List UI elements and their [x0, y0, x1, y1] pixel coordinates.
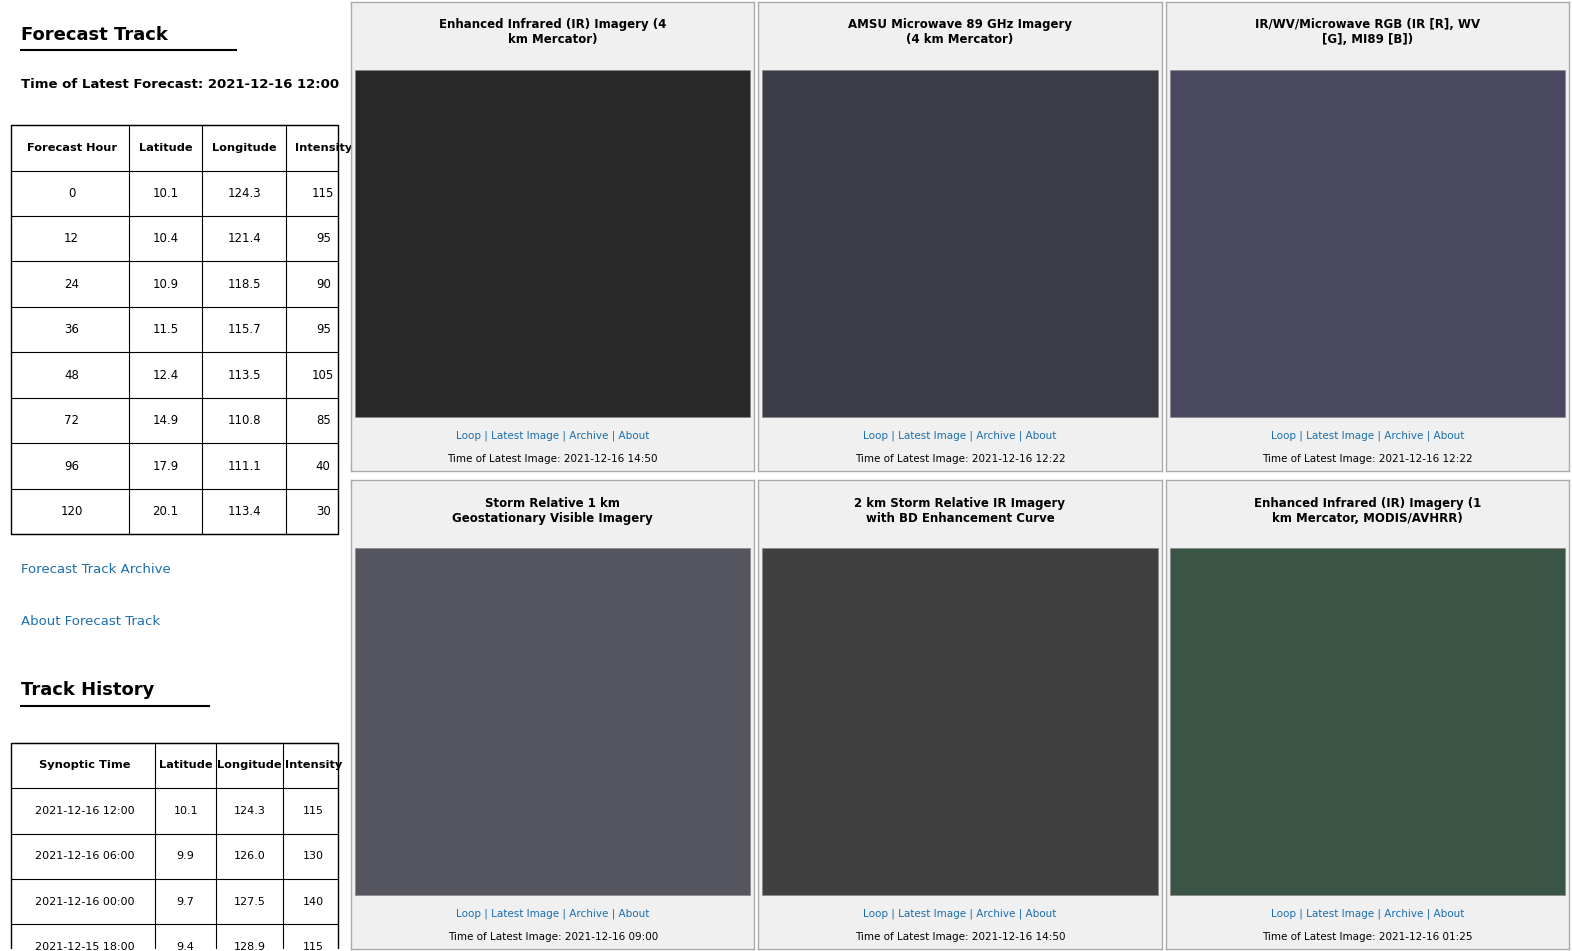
Text: Time of Latest Image: 2021-12-16 01:25: Time of Latest Image: 2021-12-16 01:25: [1262, 932, 1473, 942]
Text: 9.7: 9.7: [176, 897, 195, 906]
Text: 130: 130: [303, 851, 324, 862]
Text: Time of Latest Image: 2021-12-16 12:22: Time of Latest Image: 2021-12-16 12:22: [1262, 454, 1473, 464]
FancyBboxPatch shape: [355, 69, 750, 417]
Text: 9.9: 9.9: [176, 851, 195, 862]
Text: Forecast Hour: Forecast Hour: [27, 143, 116, 153]
Text: 24: 24: [64, 278, 79, 291]
Text: Longitude: Longitude: [217, 761, 281, 770]
Text: Loop | Latest Image | Archive | About: Loop | Latest Image | Archive | About: [456, 431, 649, 441]
Text: 72: 72: [64, 414, 79, 427]
Text: 17.9: 17.9: [152, 459, 179, 473]
Text: Track History: Track History: [22, 681, 154, 699]
Text: Storm Relative 1 km
Geostationary Visible Imagery: Storm Relative 1 km Geostationary Visibl…: [453, 496, 652, 525]
Text: 40: 40: [316, 459, 330, 473]
Text: 127.5: 127.5: [234, 897, 266, 906]
Text: 110.8: 110.8: [228, 414, 261, 427]
Text: 90: 90: [316, 278, 330, 291]
Text: Time of Latest Image: 2021-12-16 09:00: Time of Latest Image: 2021-12-16 09:00: [448, 932, 657, 942]
Text: 113.5: 113.5: [228, 369, 261, 381]
Text: Forecast Track: Forecast Track: [22, 26, 168, 44]
Text: AMSU Microwave 89 GHz Imagery
(4 km Mercator): AMSU Microwave 89 GHz Imagery (4 km Merc…: [847, 18, 1072, 47]
Text: Loop | Latest Image | Archive | About: Loop | Latest Image | Archive | About: [863, 908, 1056, 920]
Text: Loop | Latest Image | Archive | About: Loop | Latest Image | Archive | About: [863, 431, 1056, 441]
Text: Loop | Latest Image | Archive | About: Loop | Latest Image | Archive | About: [1270, 431, 1464, 441]
Text: Intensity: Intensity: [294, 143, 352, 153]
Text: Enhanced Infrared (IR) Imagery (1
km Mercator, MODIS/AVHRR): Enhanced Infrared (IR) Imagery (1 km Mer…: [1253, 496, 1481, 525]
Text: 124.3: 124.3: [228, 186, 261, 200]
Text: About Forecast Track: About Forecast Track: [22, 614, 160, 628]
FancyBboxPatch shape: [11, 125, 338, 534]
Text: Forecast Track Archive: Forecast Track Archive: [22, 563, 171, 575]
Text: 2021-12-16 00:00: 2021-12-16 00:00: [35, 897, 135, 906]
FancyBboxPatch shape: [762, 548, 1157, 895]
Text: 10.1: 10.1: [173, 805, 198, 816]
Text: 128.9: 128.9: [233, 942, 266, 951]
Text: Latitude: Latitude: [138, 143, 192, 153]
FancyBboxPatch shape: [355, 548, 750, 895]
Text: 85: 85: [316, 414, 330, 427]
Text: 9.4: 9.4: [176, 942, 195, 951]
Text: 11.5: 11.5: [152, 323, 179, 336]
Text: 113.4: 113.4: [228, 505, 261, 518]
Text: 115: 115: [311, 186, 335, 200]
Text: 2 km Storm Relative IR Imagery
with BD Enhancement Curve: 2 km Storm Relative IR Imagery with BD E…: [855, 496, 1066, 525]
FancyBboxPatch shape: [1170, 69, 1564, 417]
FancyBboxPatch shape: [1170, 548, 1564, 895]
Text: 0: 0: [68, 186, 75, 200]
Text: 95: 95: [316, 323, 330, 336]
Text: Intensity: Intensity: [285, 761, 341, 770]
FancyBboxPatch shape: [11, 743, 338, 951]
Text: 115: 115: [303, 942, 324, 951]
Text: 2021-12-16 06:00: 2021-12-16 06:00: [35, 851, 135, 862]
Text: 140: 140: [302, 897, 324, 906]
Text: 118.5: 118.5: [228, 278, 261, 291]
Text: Time of Latest Forecast: 2021-12-16 12:00: Time of Latest Forecast: 2021-12-16 12:0…: [22, 78, 340, 90]
Text: Longitude: Longitude: [212, 143, 277, 153]
Text: 20.1: 20.1: [152, 505, 179, 518]
Text: 12: 12: [64, 232, 79, 245]
Text: 111.1: 111.1: [228, 459, 261, 473]
Text: 2021-12-16 12:00: 2021-12-16 12:00: [35, 805, 135, 816]
Text: Time of Latest Image: 2021-12-16 14:50: Time of Latest Image: 2021-12-16 14:50: [448, 454, 659, 464]
Text: 2021-12-15 18:00: 2021-12-15 18:00: [35, 942, 135, 951]
Text: 10.1: 10.1: [152, 186, 179, 200]
Text: 30: 30: [316, 505, 330, 518]
Text: 12.4: 12.4: [152, 369, 179, 381]
Text: 48: 48: [64, 369, 79, 381]
Text: Loop | Latest Image | Archive | About: Loop | Latest Image | Archive | About: [456, 908, 649, 920]
Text: 10.4: 10.4: [152, 232, 179, 245]
Text: Time of Latest Image: 2021-12-16 12:22: Time of Latest Image: 2021-12-16 12:22: [855, 454, 1066, 464]
Text: 105: 105: [313, 369, 335, 381]
Text: 36: 36: [64, 323, 79, 336]
Text: Time of Latest Image: 2021-12-16 14:50: Time of Latest Image: 2021-12-16 14:50: [855, 932, 1066, 942]
Text: 115: 115: [303, 805, 324, 816]
Text: 121.4: 121.4: [228, 232, 261, 245]
Text: 115.7: 115.7: [228, 323, 261, 336]
Text: Synoptic Time: Synoptic Time: [39, 761, 130, 770]
Text: 96: 96: [64, 459, 79, 473]
Text: 124.3: 124.3: [234, 805, 266, 816]
Text: 10.9: 10.9: [152, 278, 179, 291]
Text: 126.0: 126.0: [234, 851, 266, 862]
Text: Enhanced Infrared (IR) Imagery (4
km Mercator): Enhanced Infrared (IR) Imagery (4 km Mer…: [439, 18, 667, 47]
Text: 95: 95: [316, 232, 330, 245]
FancyBboxPatch shape: [762, 69, 1157, 417]
Text: 120: 120: [60, 505, 83, 518]
Text: Latitude: Latitude: [159, 761, 212, 770]
Text: 14.9: 14.9: [152, 414, 179, 427]
Text: IR/WV/Microwave RGB (IR [R], WV
[G], MI89 [B]): IR/WV/Microwave RGB (IR [R], WV [G], MI8…: [1254, 18, 1479, 47]
Text: Loop | Latest Image | Archive | About: Loop | Latest Image | Archive | About: [1270, 908, 1464, 920]
